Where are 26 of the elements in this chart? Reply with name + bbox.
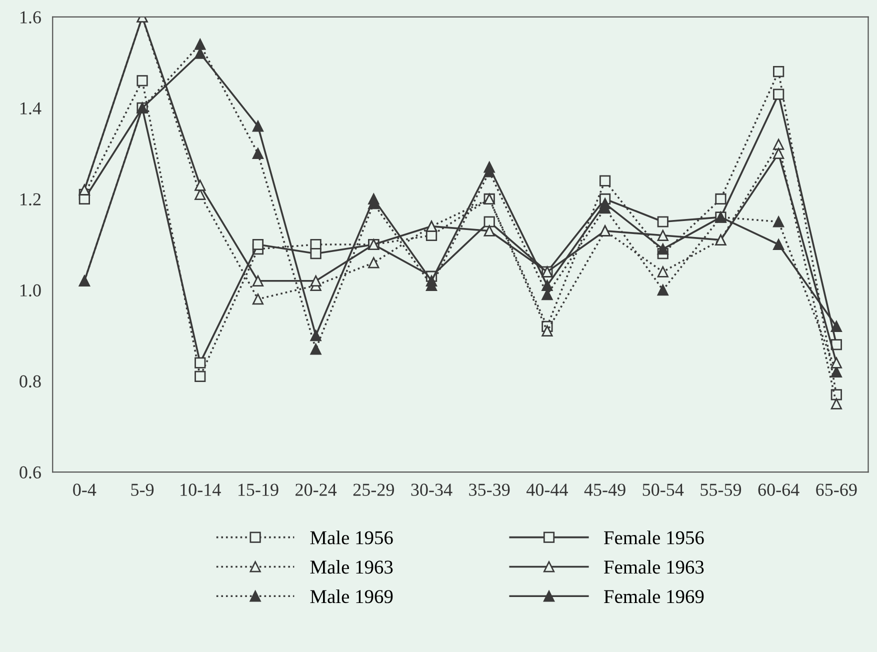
- legend-label: Male 1963: [310, 560, 393, 574]
- x-tick-label: 55-59: [700, 484, 742, 496]
- legend-label: Female 1963: [604, 560, 704, 574]
- x-tick-label: 30-34: [411, 484, 452, 496]
- legend-label: Male 1956: [310, 530, 393, 544]
- y-tick-label: 0.6: [20, 466, 41, 479]
- y-tick-label: 0.8: [20, 375, 41, 388]
- y-tick-label: 1.2: [20, 193, 41, 206]
- legend-label: Female 1969: [604, 589, 704, 604]
- y-tick-label: 1.0: [20, 284, 41, 297]
- legend-label: Male 1969: [310, 589, 393, 604]
- x-tick-label: 0-4: [73, 484, 96, 496]
- x-tick-label: 40-44: [526, 484, 568, 496]
- x-tick-label: 15-19: [238, 484, 278, 496]
- x-tick-label: 25-29: [353, 484, 394, 496]
- x-tick-label: 60-64: [758, 484, 800, 496]
- x-tick-label: 35-39: [469, 484, 510, 496]
- legend-label: Female 1956: [604, 530, 704, 544]
- x-tick-label: 10-14: [180, 484, 221, 496]
- x-tick-label: 5-9: [131, 484, 154, 496]
- x-tick-label: 20-24: [296, 484, 337, 496]
- y-tick-label: 1.4: [20, 102, 42, 114]
- x-tick-label: 50-54: [642, 484, 684, 496]
- y-tick-label: 1.6: [20, 11, 41, 24]
- x-tick-label: 45-49: [584, 484, 626, 496]
- x-tick-label: 65-69: [816, 484, 857, 496]
